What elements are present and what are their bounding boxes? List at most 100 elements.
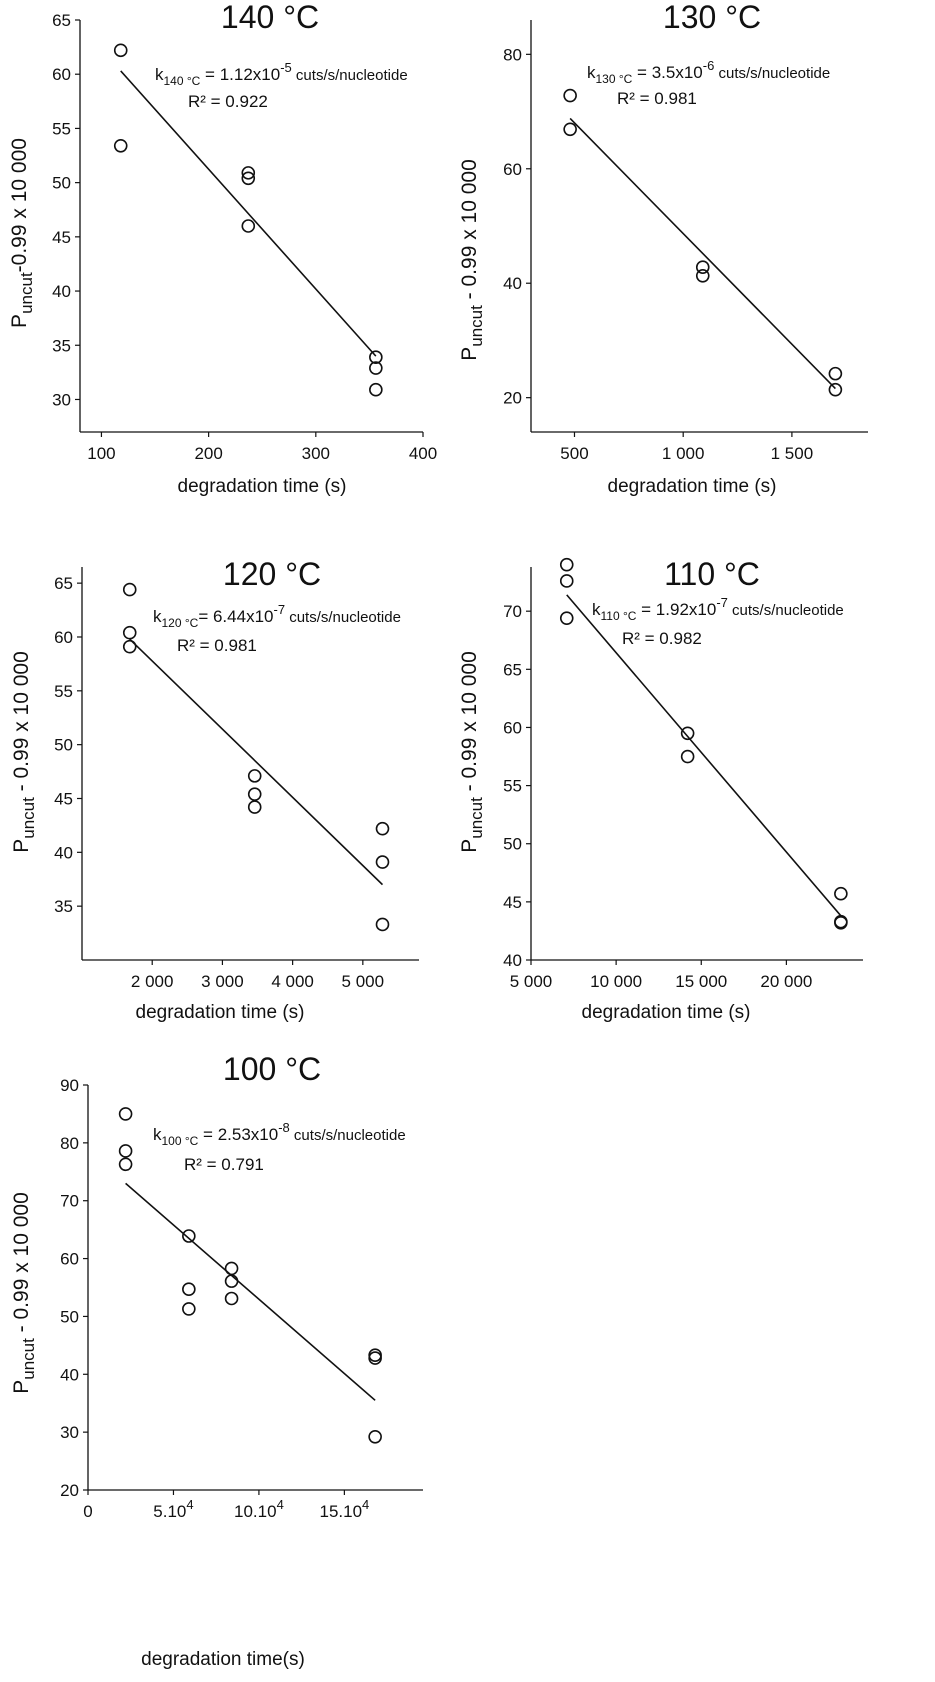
chart-1: 30 35 40 45 50 55 60 65 100 200 300 400 140 °C degrad… (8, 0, 437, 497)
y-tick-label: 80 (60, 1134, 79, 1153)
y-tick-label: 40 (60, 1365, 79, 1384)
r-squared-annotation: R² = 0.982 (622, 629, 702, 648)
data-point (182, 1229, 196, 1243)
y-tick-label: 50 (60, 1307, 79, 1326)
x-tick-label: 100 (87, 444, 115, 463)
data-point (113, 138, 128, 153)
data-point (368, 1348, 382, 1362)
r-squared-annotation: R² = 0.791 (184, 1155, 264, 1174)
y-tick-label: 65 (52, 11, 71, 30)
data-point (118, 1107, 133, 1121)
chart-title: 140 °C (221, 0, 319, 35)
data-point (368, 1351, 382, 1365)
x-tick-label: 4 000 (271, 972, 314, 991)
data-point (122, 625, 137, 640)
data-point (563, 122, 577, 137)
chart-title: 130 °C (663, 0, 761, 35)
regression-line (129, 638, 384, 886)
data-point (559, 611, 574, 625)
x-tick-exponent: 4 (277, 1497, 284, 1512)
chart-3: 35 40 45 50 55 60 65 2 000 3 000 4 000 5 000 120 °C… (10, 556, 419, 1023)
data-point (834, 886, 848, 901)
data-point (241, 166, 256, 180)
y-tick-label: 65 (54, 574, 73, 593)
x-tick-label: 15.104 (319, 1497, 369, 1521)
y-tick-label: 60 (503, 160, 522, 179)
x-tick-label: 400 (409, 444, 437, 463)
x-tick-label: 0 (83, 1502, 92, 1521)
data-point (241, 219, 256, 233)
regression-line (125, 1182, 376, 1401)
data-point (224, 1274, 239, 1288)
chart-title: 110 °C (664, 556, 760, 592)
y-tick-label: 65 (503, 660, 522, 679)
data-point (695, 268, 710, 283)
regression-line (569, 117, 836, 390)
rate-constant-annotation: k100 °C = 2.53x10-8 cuts/s/nucleotide (153, 1120, 406, 1148)
y-tick-label: 90 (60, 1076, 79, 1095)
y-tick-label: 35 (54, 897, 73, 916)
data-point (828, 366, 843, 381)
x-tick-label: 1 000 (662, 444, 705, 463)
data-point (122, 582, 137, 597)
data-point (563, 88, 577, 103)
y-tick-label: 70 (503, 602, 522, 621)
x-tick-label: 5 000 (510, 972, 553, 991)
rate-constant-annotation: k110 °C = 1.92x10-7 cuts/s/nucleotide (592, 595, 844, 623)
data-point (122, 639, 137, 654)
chart-title: 120 °C (223, 556, 321, 592)
y-axis-label: Puncut - 0.99 x 10 000 (458, 159, 486, 361)
data-point (241, 171, 256, 186)
data-point (559, 574, 574, 588)
x-tick-label: 300 (302, 444, 330, 463)
x-tick-label: 2 000 (131, 972, 174, 991)
data-point (680, 749, 695, 764)
data-point (375, 917, 390, 932)
x-tick-label: 500 (560, 444, 588, 463)
data-point (828, 382, 843, 397)
data-point (224, 1261, 239, 1276)
x-axis-label: degradation time (s) (178, 476, 347, 497)
x-tick-label: 10 000 (590, 972, 642, 991)
x-tick-label: 3 000 (201, 972, 244, 991)
y-tick-label: 40 (503, 951, 522, 970)
y-tick-label: 30 (52, 390, 71, 409)
data-point (113, 43, 128, 58)
y-tick-label: 40 (54, 843, 73, 862)
data-point (118, 1144, 133, 1158)
y-tick-label: 40 (503, 274, 522, 293)
x-tick-label: 5.104 (153, 1497, 193, 1521)
r-squared-annotation: R² = 0.922 (188, 92, 268, 111)
data-point (369, 382, 383, 397)
data-point (680, 726, 695, 741)
data-point (368, 1429, 382, 1444)
rate-constant-annotation: k130 °C = 3.5x10-6 cuts/s/nucleotide (587, 58, 830, 86)
r-squared-annotation: R² = 0.981 (617, 89, 697, 108)
data-point (118, 1157, 133, 1172)
x-tick-label: 1 500 (771, 444, 814, 463)
x-axis-label: degradation time (s) (608, 476, 777, 497)
data-point (247, 787, 262, 801)
x-tick-label: 15 000 (675, 972, 727, 991)
x-tick-exponent: 4 (186, 1497, 193, 1512)
data-point (247, 769, 262, 783)
data-point (375, 821, 390, 836)
data-point (182, 1302, 196, 1316)
y-axis-label: Puncut - 0.99 x 10 000 (10, 1192, 38, 1394)
x-axis-label: degradation time(s) (141, 1649, 305, 1670)
regression-line (120, 70, 377, 357)
data-point (247, 800, 262, 814)
y-tick-label: 45 (54, 789, 73, 808)
y-tick-label: 80 (503, 45, 522, 64)
y-tick-label: 35 (52, 336, 71, 355)
y-tick-label: 60 (503, 718, 522, 737)
x-axis-label: degradation time (s) (582, 1002, 751, 1023)
y-tick-label: 20 (60, 1481, 79, 1500)
y-tick-label: 60 (60, 1250, 79, 1269)
x-tick-label: 200 (194, 444, 222, 463)
y-tick-label: 20 (503, 389, 522, 408)
y-tick-label: 45 (503, 893, 522, 912)
y-tick-label: 45 (52, 228, 71, 247)
data-point (695, 260, 710, 275)
